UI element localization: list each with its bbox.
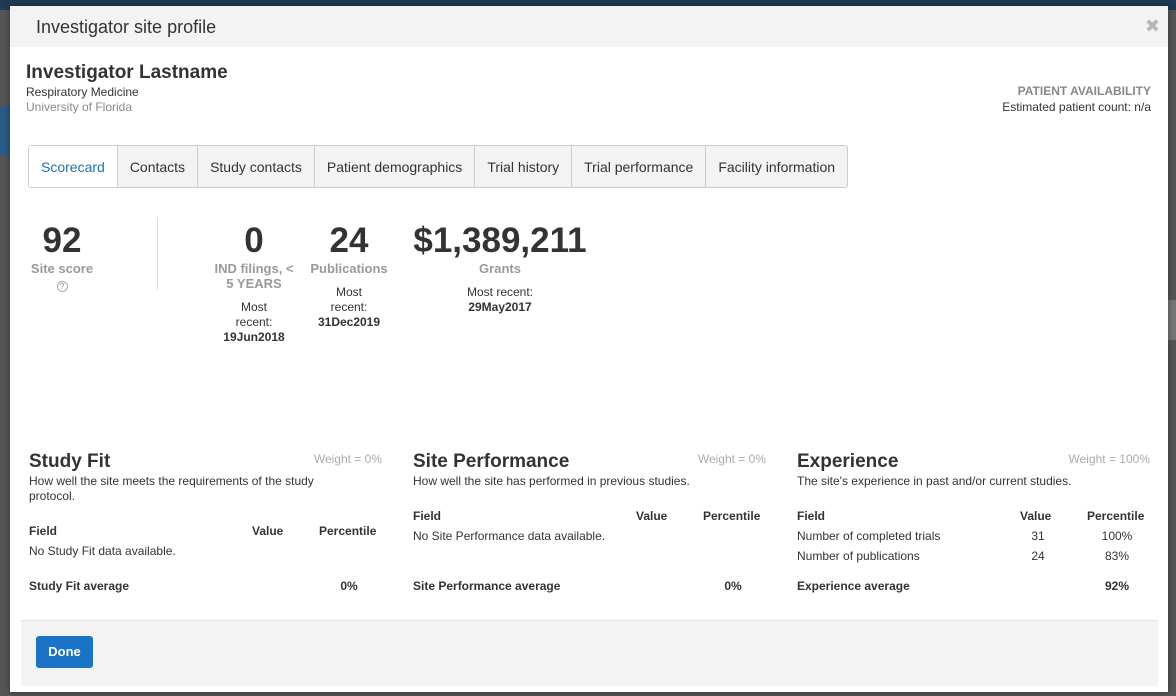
site-score-value: 92 (42, 221, 82, 260)
ind-filings-label: IND filings, < 5 YEARS (214, 261, 294, 291)
site-performance-section: Site Performance Weight = 0% How well th… (413, 446, 766, 606)
experience-row-field: Number of completed trials (797, 529, 941, 543)
publications-metric: 24 Publications Most recent: 31Dec2019 (306, 221, 392, 330)
metric-divider (157, 218, 158, 290)
study-fit-empty-message: No Study Fit data available. (29, 544, 176, 558)
experience-section: Experience Weight = 100% The site's expe… (797, 446, 1150, 606)
study-fit-average-label: Study Fit average (29, 579, 130, 593)
modal-title: Investigator site profile (36, 17, 217, 37)
tab-contacts[interactable]: Contacts (116, 146, 197, 187)
site-performance-percentile-header: Percentile (703, 509, 761, 523)
tab-trial-history[interactable]: Trial history (474, 146, 571, 187)
site-score-label: Site score (30, 261, 94, 276)
site-performance-value-header: Value (636, 509, 668, 523)
experience-row-percentile: 83% (1104, 549, 1130, 563)
patient-availability-count: Estimated patient count: n/a (1002, 100, 1151, 114)
experience-average-value: 92% (1104, 579, 1130, 593)
publications-most-recent-date: 31Dec2019 (317, 315, 381, 329)
site-performance-description: How well the site has performed in previ… (413, 474, 690, 488)
background-navbar (0, 0, 1176, 10)
study-fit-average-value: 0% (340, 579, 358, 593)
experience-title: Experience (797, 451, 899, 472)
site-performance-average-label: Site Performance average (413, 579, 561, 593)
background-scrollbar (1166, 300, 1176, 340)
grants-label: Grants (479, 261, 521, 276)
experience-field-header: Field (797, 509, 826, 523)
site-performance-title: Site Performance (413, 451, 570, 472)
site-performance-empty-message: No Site Performance data available. (413, 529, 606, 543)
modal-header: Investigator site profile ✖ (10, 6, 1168, 47)
investigator-institution: University of Florida (26, 100, 133, 114)
investigator-name: Investigator Lastname (26, 62, 228, 83)
tab-patient-demographics[interactable]: Patient demographics (313, 146, 474, 187)
ind-filings-value: 0 (244, 221, 264, 260)
study-fit-section: Study Fit Weight = 0% How well the site … (29, 446, 382, 606)
publications-label: Publications (310, 261, 388, 276)
site-performance-field-header: Field (413, 509, 442, 523)
investigator-department: Respiratory Medicine (26, 85, 139, 99)
experience-average-label: Experience average (797, 579, 910, 593)
grants-most-recent-label: Most recent: (466, 285, 534, 299)
ind-most-recent-label: Most recent: (235, 300, 273, 329)
grants-most-recent-date: 29May2017 (468, 300, 532, 314)
publications-most-recent-label: Most recent: (330, 285, 368, 314)
grants-metric: $1,389,211 Grants Most recent: 29May2017 (408, 221, 592, 315)
tab-scorecard[interactable]: Scorecard (29, 146, 117, 187)
experience-weight: Weight = 100% (1068, 452, 1151, 466)
site-performance-average-value: 0% (724, 579, 742, 593)
publications-value: 24 (329, 221, 369, 260)
experience-row-value: 31 (1031, 529, 1045, 543)
experience-row-percentile: 100% (1101, 529, 1133, 543)
close-icon[interactable]: ✖ (1144, 16, 1160, 36)
study-fit-weight: Weight = 0% (313, 452, 382, 466)
study-fit-description: How well the site meets the requirements… (29, 474, 314, 503)
experience-description: The site's experience in past and/or cur… (797, 474, 1072, 488)
modal-footer: Done (21, 620, 1158, 686)
site-score-metric: 92 Site score ? (22, 221, 102, 294)
tab-facility-information[interactable]: Facility information (705, 146, 847, 187)
help-icon[interactable]: ? (56, 281, 68, 292)
ind-most-recent-date: 19Jun2018 (223, 330, 285, 344)
experience-row-value: 24 (1031, 549, 1045, 563)
profile-tabs: Scorecard Contacts Study contacts Patien… (28, 145, 849, 188)
experience-row-field: Number of publications (797, 549, 920, 563)
experience-percentile-header: Percentile (1087, 509, 1145, 523)
grants-value: $1,389,211 (413, 221, 587, 260)
study-fit-field-header: Field (29, 524, 58, 538)
tab-trial-performance[interactable]: Trial performance (571, 146, 705, 187)
ind-filings-metric: 0 IND filings, < 5 YEARS Most recent: 19… (214, 221, 294, 345)
study-fit-percentile-header: Percentile (319, 524, 377, 538)
study-fit-title: Study Fit (29, 451, 111, 472)
investigator-site-profile-modal: Investigator site profile ✖ Investigator… (10, 6, 1168, 692)
tab-study-contacts[interactable]: Study contacts (197, 146, 314, 187)
site-performance-weight: Weight = 0% (697, 452, 766, 466)
experience-value-header: Value (1020, 509, 1052, 523)
study-fit-value-header: Value (252, 524, 284, 538)
done-button[interactable]: Done (36, 636, 93, 668)
patient-availability-title: PATIENT AVAILABILITY (1017, 84, 1151, 98)
